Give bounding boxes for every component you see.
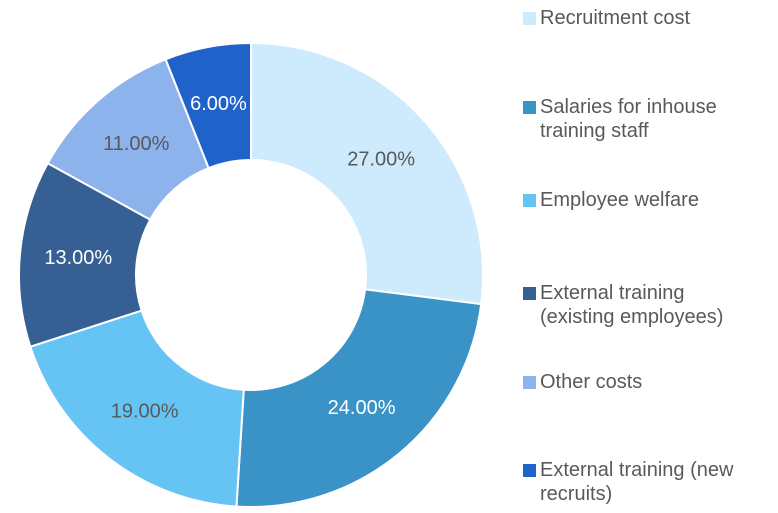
data-label: 27.00% xyxy=(347,149,415,171)
legend-entry: External training (existing employees) xyxy=(523,281,753,329)
legend-entry: Employee welfare xyxy=(523,188,753,212)
data-label: 24.00% xyxy=(328,397,396,419)
donut-slice xyxy=(29,309,245,508)
donut-slice xyxy=(250,41,484,306)
data-label: 13.00% xyxy=(44,247,112,269)
legend-entry: External training (new recruits) xyxy=(523,458,753,506)
legend-swatch xyxy=(523,101,536,114)
legend-label: External training (new recruits) xyxy=(540,459,734,505)
legend-entry: Salaries for inhouse training staff xyxy=(523,95,753,143)
legend-swatch xyxy=(523,287,536,300)
legend-swatch xyxy=(523,376,536,389)
legend-entry: Recruitment cost xyxy=(523,6,753,30)
data-label: 6.00% xyxy=(190,93,247,115)
legend-swatch xyxy=(523,194,536,207)
donut-slice xyxy=(235,288,483,508)
legend-entry: Other costs xyxy=(523,370,753,394)
legend-label: Employee welfare xyxy=(540,189,699,211)
data-label: 11.00% xyxy=(103,133,170,155)
legend-label: Salaries for inhouse training staff xyxy=(540,96,717,142)
legend-swatch xyxy=(523,464,536,477)
data-label: 19.00% xyxy=(111,400,179,422)
legend-label: External training (existing employees) xyxy=(540,282,724,328)
donut-slice xyxy=(164,41,252,170)
legend-label: Other costs xyxy=(540,371,643,393)
legend-swatch xyxy=(523,12,536,25)
legend-label: Recruitment cost xyxy=(540,7,691,29)
